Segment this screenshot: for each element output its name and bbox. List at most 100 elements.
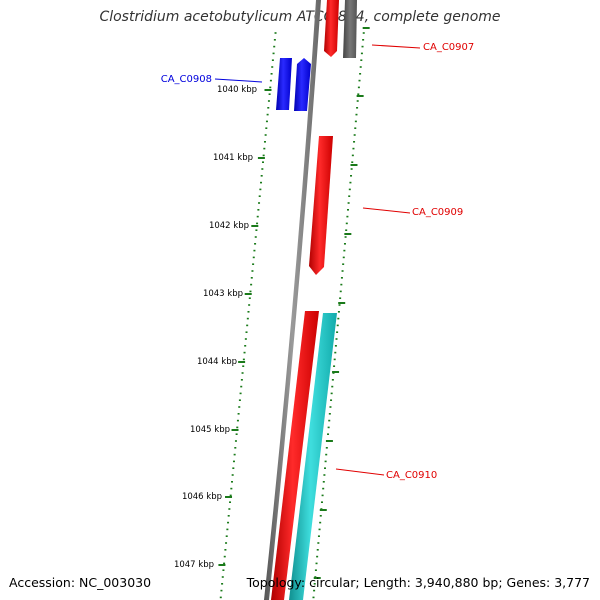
ruler-minor-tick: [341, 270, 344, 272]
ruler-minor-tick: [225, 535, 228, 537]
gene-ca-c0908-left[interactable]: [276, 58, 292, 110]
ruler-minor-tick: [221, 583, 224, 585]
ruler-minor-tick: [354, 120, 357, 123]
ruler-minor-tick: [319, 515, 322, 517]
ruler-minor-tick: [315, 562, 318, 565]
gene-labels: CA_C0907 CA_C0908 CA_C0909 CA_C0910: [161, 42, 475, 481]
ruler-minor-tick: [357, 86, 360, 89]
gene-label-ca-c0909[interactable]: CA_C0909: [412, 207, 463, 218]
ruler-minor-tick: [343, 243, 346, 245]
ruler-minor-tick: [358, 79, 361, 82]
ruler-minor-tick: [353, 134, 356, 136]
ruler-minor-tick: [356, 100, 359, 102]
ruler-minor-tick: [220, 589, 223, 592]
ruler-minor-tick: [243, 351, 246, 354]
gene-ca-c0909[interactable]: [309, 136, 333, 275]
gene-ca-c0910-neighbor[interactable]: [289, 313, 337, 600]
ruler-minor-tick: [319, 521, 322, 524]
ruler-minor-tick: [238, 406, 241, 408]
ruler-label: 1047 kbp: [174, 560, 214, 570]
gene-label-ca-c0908[interactable]: CA_C0908: [161, 74, 212, 85]
ruler-minor-tick: [316, 555, 319, 558]
ruler-minor-tick: [342, 256, 345, 259]
ruler-minor-tick: [256, 215, 259, 218]
ruler-minor-tick: [350, 175, 353, 177]
ruler-minor-tick: [236, 426, 239, 429]
ruler-minor-tick: [244, 345, 247, 347]
ruler-minor-tick: [244, 338, 247, 340]
ruler-label: 1045 kbp: [190, 425, 230, 435]
ruler-minor-tick: [230, 487, 233, 490]
ruler-minor-tick: [274, 32, 277, 34]
ruler-minor-tick: [356, 107, 359, 109]
ruler-minor-tick: [267, 100, 270, 102]
ruler-minor-tick: [345, 222, 348, 225]
ruler-minor-tick: [337, 311, 340, 313]
ruler-major-tick: [244, 293, 252, 295]
ruler-minor-tick: [354, 127, 357, 129]
gene-ca-c0910[interactable]: [271, 311, 319, 600]
ruler-minor-tick: [362, 39, 365, 41]
ruler-minor-tick: [328, 413, 331, 415]
ruler-minor-tick: [263, 141, 266, 143]
leader-ca-c0907: [371, 44, 421, 49]
ruler-label: 1044 kbp: [197, 357, 237, 367]
ruler-minor-tick: [331, 379, 334, 381]
gene-ca-c0908-right[interactable]: [294, 58, 311, 111]
ruler-major-tick: [218, 564, 226, 566]
ruler-minor-tick: [359, 66, 362, 68]
ruler-minor-tick: [362, 32, 365, 34]
gene-ca-c0907-neighbor[interactable]: [343, 0, 357, 58]
ruler-minor-tick: [250, 277, 253, 279]
ruler-minor-tick: [229, 501, 232, 503]
ruler-minor-tick: [313, 583, 316, 585]
ruler-minor-tick: [346, 209, 349, 211]
ruler-minor-tick: [352, 147, 355, 150]
ruler-major-tick: [344, 233, 352, 235]
ruler-major-tick: [225, 496, 233, 498]
ruler-minor-tick: [259, 188, 262, 191]
ruler-minor-tick: [265, 127, 268, 129]
leader-ca-c0909: [362, 207, 411, 214]
gene-label-ca-c0910[interactable]: CA_C0910: [386, 470, 437, 481]
ruler-major-tick: [264, 89, 272, 91]
ruler-minor-tick: [333, 358, 336, 361]
ruler-minor-tick: [317, 535, 320, 537]
ruler-minor-tick: [327, 433, 330, 435]
ruler-minor-tick: [248, 297, 251, 299]
ruler-major-tick: [325, 440, 333, 442]
backbone-ring: [264, 0, 321, 600]
ruler-major-tick: [332, 371, 340, 373]
ruler-minor-tick: [234, 440, 237, 442]
ruler-minor-tick: [348, 195, 351, 197]
ruler-minor-tick: [232, 460, 235, 463]
ruler-minor-tick: [240, 385, 243, 388]
ruler-minor-tick: [247, 311, 250, 313]
ruler-minor-tick: [329, 406, 332, 408]
gene-ca-c0907[interactable]: [324, 0, 339, 57]
ruler-minor-tick: [254, 243, 257, 245]
gene-label-ca-c0907[interactable]: CA_C0907: [423, 42, 474, 53]
ruler-minor-tick: [269, 79, 272, 82]
accession-text: Accession: NC_003030: [9, 575, 152, 590]
ruler-labels: 1040 kbp 1041 kbp 1042 kbp 1043 kbp 1044…: [174, 85, 257, 570]
ruler-minor-tick: [234, 447, 237, 449]
ruler-minor-tick: [260, 175, 263, 177]
gene-leaders: [214, 44, 421, 476]
ruler-minor-tick: [219, 596, 222, 599]
leader-ca-c0908: [214, 78, 263, 83]
ruler-minor-tick: [317, 542, 320, 544]
ruler-minor-tick: [324, 467, 327, 469]
ruler-minor-tick: [342, 263, 345, 265]
ruler-minor-tick: [221, 576, 224, 578]
ruler-minor-tick: [239, 392, 242, 395]
ruler-minor-tick: [262, 154, 265, 157]
ruler-minor-tick: [337, 317, 340, 320]
ruler-minor-tick: [273, 45, 276, 48]
ruler-minor-tick: [235, 433, 238, 435]
ruler-minor-tick: [340, 277, 343, 279]
ruler-label: 1042 kbp: [209, 221, 249, 231]
ruler-minor-tick: [336, 324, 339, 327]
ruler-minor-tick: [348, 188, 351, 191]
